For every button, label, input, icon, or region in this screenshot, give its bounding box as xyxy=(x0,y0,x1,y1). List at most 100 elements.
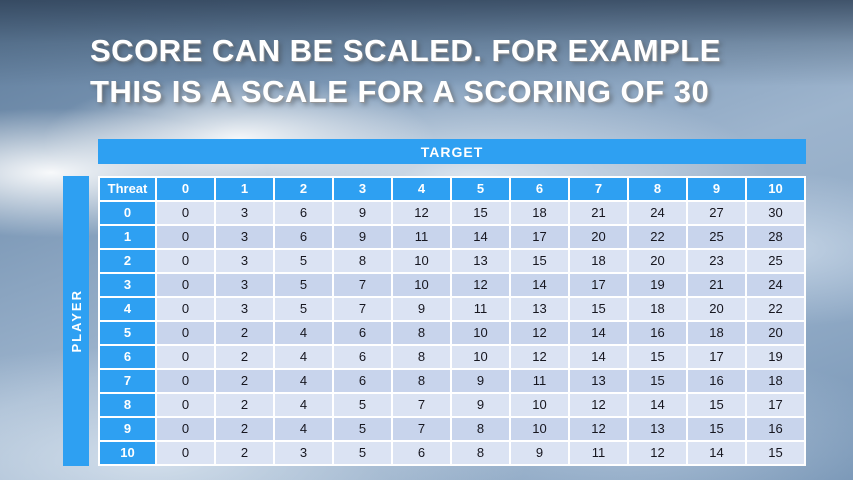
table-cell: 0 xyxy=(157,418,214,440)
table-cell: 12 xyxy=(393,202,450,224)
table-cell: 21 xyxy=(688,274,745,296)
table-cell: 11 xyxy=(511,370,568,392)
row-header-10: 10 xyxy=(100,442,155,464)
table-cell: 12 xyxy=(511,322,568,344)
table-cell: 9 xyxy=(511,442,568,464)
table-row: 0 0 3 6 9 12 15 18 21 24 27 30 xyxy=(100,202,804,224)
table-cell: 14 xyxy=(570,322,627,344)
table-cell: 15 xyxy=(629,346,686,368)
col-header-3: 3 xyxy=(334,178,391,200)
table-cell: 10 xyxy=(393,274,450,296)
table-cell: 16 xyxy=(629,322,686,344)
table-row: 4 0 3 5 7 9 11 13 15 18 20 22 xyxy=(100,298,804,320)
table-cell: 4 xyxy=(275,370,332,392)
table-cell: 28 xyxy=(747,226,804,248)
table-row: 8 0 2 4 5 7 9 10 12 14 15 17 xyxy=(100,394,804,416)
table-cell: 3 xyxy=(216,298,273,320)
table-cell: 0 xyxy=(157,442,214,464)
table-cell: 10 xyxy=(511,394,568,416)
table-cell: 3 xyxy=(275,442,332,464)
table-cell: 13 xyxy=(570,370,627,392)
row-header-7: 7 xyxy=(100,370,155,392)
table-cell: 8 xyxy=(452,418,509,440)
table-cell: 4 xyxy=(275,394,332,416)
table-cell: 24 xyxy=(747,274,804,296)
table-cell: 25 xyxy=(688,226,745,248)
table-cell: 0 xyxy=(157,394,214,416)
table-row: 1 0 3 6 9 11 14 17 20 22 25 28 xyxy=(100,226,804,248)
target-label: TARGET xyxy=(420,143,484,160)
table-cell: 10 xyxy=(511,418,568,440)
table-cell: 8 xyxy=(334,250,391,272)
table-cell: 2 xyxy=(216,394,273,416)
table-cell: 9 xyxy=(334,202,391,224)
row-header-9: 9 xyxy=(100,418,155,440)
table-cell: 0 xyxy=(157,226,214,248)
table-cell: 20 xyxy=(629,250,686,272)
table-cell: 0 xyxy=(157,322,214,344)
table-cell: 4 xyxy=(275,322,332,344)
table-cell: 10 xyxy=(452,346,509,368)
table-cell: 15 xyxy=(688,418,745,440)
table-cell: 19 xyxy=(747,346,804,368)
row-header-4: 4 xyxy=(100,298,155,320)
table-cell: 6 xyxy=(275,226,332,248)
table-cell: 20 xyxy=(747,322,804,344)
table-cell: 11 xyxy=(452,298,509,320)
table-cell: 14 xyxy=(511,274,568,296)
table-cell: 5 xyxy=(334,418,391,440)
col-header-8: 8 xyxy=(629,178,686,200)
title-line-1: SCORE CAN BE SCALED. FOR EXAMPLE xyxy=(90,33,721,68)
table-row: 7 0 2 4 6 8 9 11 13 15 16 18 xyxy=(100,370,804,392)
table-cell: 5 xyxy=(275,274,332,296)
row-header-3: 3 xyxy=(100,274,155,296)
table-cell: 18 xyxy=(570,250,627,272)
table-cell: 0 xyxy=(157,250,214,272)
table-cell: 12 xyxy=(452,274,509,296)
table-cell: 13 xyxy=(452,250,509,272)
col-header-4: 4 xyxy=(393,178,450,200)
table-cell: 6 xyxy=(393,442,450,464)
table-cell: 23 xyxy=(688,250,745,272)
table-cell: 12 xyxy=(511,346,568,368)
row-header-2: 2 xyxy=(100,250,155,272)
table-cell: 8 xyxy=(393,346,450,368)
table-cell: 5 xyxy=(275,298,332,320)
score-table: Threat 0 1 2 3 4 5 6 7 8 9 10 0 0 3 6 9 12 15 18 21 24 27 30 1… xyxy=(98,176,806,466)
row-header-0: 0 xyxy=(100,202,155,224)
table-cell: 3 xyxy=(216,250,273,272)
col-header-0: 0 xyxy=(157,178,214,200)
table-cell: 17 xyxy=(747,394,804,416)
col-header-2: 2 xyxy=(275,178,332,200)
table-cell: 14 xyxy=(629,394,686,416)
table-cell: 6 xyxy=(275,202,332,224)
table-cell: 0 xyxy=(157,298,214,320)
table-cell: 15 xyxy=(511,250,568,272)
table-cell: 2 xyxy=(216,346,273,368)
table-cell: 14 xyxy=(452,226,509,248)
table-cell: 13 xyxy=(511,298,568,320)
table-cell: 12 xyxy=(629,442,686,464)
table-cell: 2 xyxy=(216,418,273,440)
table-cell: 15 xyxy=(688,394,745,416)
table-cell: 7 xyxy=(393,418,450,440)
table-cell: 7 xyxy=(393,394,450,416)
table-cell: 15 xyxy=(570,298,627,320)
table-cell: 8 xyxy=(393,370,450,392)
col-header-10: 10 xyxy=(747,178,804,200)
table-cell: 25 xyxy=(747,250,804,272)
table-cell: 4 xyxy=(275,346,332,368)
table-cell: 17 xyxy=(570,274,627,296)
row-header-8: 8 xyxy=(100,394,155,416)
table-row: 5 0 2 4 6 8 10 12 14 16 18 20 xyxy=(100,322,804,344)
table-row: 9 0 2 4 5 7 8 10 12 13 15 16 xyxy=(100,418,804,440)
row-header-5: 5 xyxy=(100,322,155,344)
table-cell: 2 xyxy=(216,370,273,392)
table-cell: 6 xyxy=(334,346,391,368)
col-header-6: 6 xyxy=(511,178,568,200)
table-cell: 7 xyxy=(334,274,391,296)
table-cell: 4 xyxy=(275,418,332,440)
table-cell: 3 xyxy=(216,226,273,248)
table-row: 2 0 3 5 8 10 13 15 18 20 23 25 xyxy=(100,250,804,272)
table-cell: 7 xyxy=(334,298,391,320)
